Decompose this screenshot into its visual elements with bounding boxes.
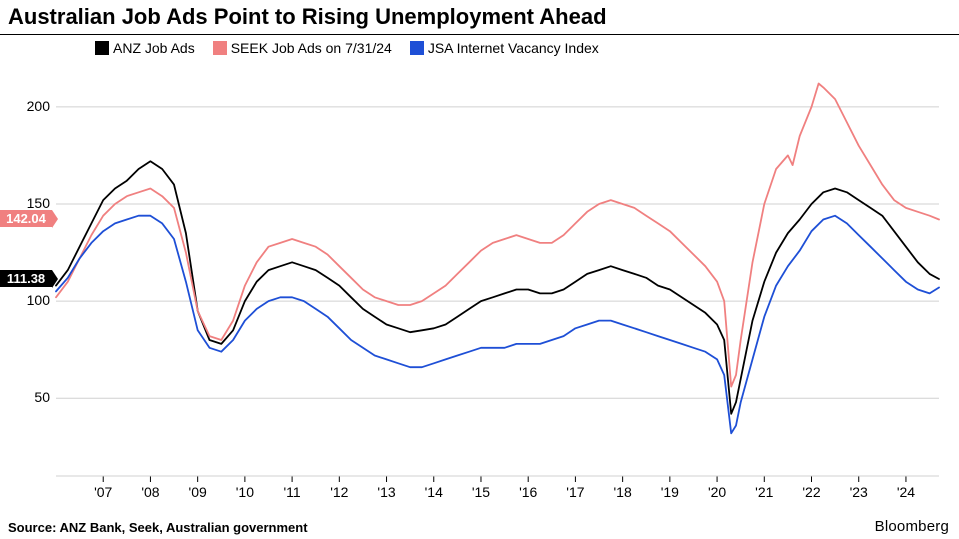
x-axis-tick-label: '14 xyxy=(425,484,443,500)
x-axis-tick-label: '19 xyxy=(661,484,679,500)
x-axis-tick-label: '09 xyxy=(189,484,207,500)
legend-label: JSA Internet Vacancy Index xyxy=(428,40,599,56)
x-axis-tick-label: '15 xyxy=(472,484,490,500)
value-flag: 142.04 xyxy=(0,210,52,227)
x-axis-tick-label: '18 xyxy=(614,484,632,500)
y-axis-tick-label: 100 xyxy=(14,292,50,308)
y-axis-tick-label: 50 xyxy=(14,389,50,405)
legend-label: ANZ Job Ads xyxy=(113,40,195,56)
legend: ANZ Job Ads SEEK Job Ads on 7/31/24 JSA In… xyxy=(95,40,617,56)
x-axis-tick-label: '10 xyxy=(236,484,254,500)
x-axis-tick-label: '20 xyxy=(708,484,726,500)
legend-item: ANZ Job Ads xyxy=(95,40,195,56)
legend-label: SEEK Job Ads on 7/31/24 xyxy=(231,40,392,56)
legend-swatch xyxy=(95,41,109,55)
brand-logo: Bloomberg xyxy=(875,518,949,535)
y-axis-tick-label: 200 xyxy=(14,98,50,114)
legend-swatch xyxy=(213,41,227,55)
x-axis-tick-label: '23 xyxy=(850,484,868,500)
value-flag: 111.38 xyxy=(0,270,52,287)
chart-plot-area xyxy=(50,62,945,502)
x-axis-tick-label: '07 xyxy=(94,484,112,500)
x-axis-tick-label: '21 xyxy=(755,484,773,500)
x-axis-tick-label: '12 xyxy=(330,484,348,500)
legend-item: JSA Internet Vacancy Index xyxy=(410,40,599,56)
chart-title: Australian Job Ads Point to Rising Unemp… xyxy=(8,4,607,30)
legend-item: SEEK Job Ads on 7/31/24 xyxy=(213,40,392,56)
line-chart-svg xyxy=(50,62,945,502)
x-axis-tick-label: '22 xyxy=(802,484,820,500)
x-axis-tick-label: '13 xyxy=(377,484,395,500)
x-axis-tick-label: '17 xyxy=(566,484,584,500)
x-axis-tick-label: '08 xyxy=(141,484,159,500)
source-attribution: Source: ANZ Bank, Seek, Australian gover… xyxy=(8,520,308,535)
legend-swatch xyxy=(410,41,424,55)
x-axis-tick-label: '16 xyxy=(519,484,537,500)
x-axis-tick-label: '24 xyxy=(897,484,915,500)
x-axis-tick-label: '11 xyxy=(283,484,300,500)
y-axis-tick-label: 150 xyxy=(14,195,50,211)
title-divider xyxy=(0,34,959,35)
